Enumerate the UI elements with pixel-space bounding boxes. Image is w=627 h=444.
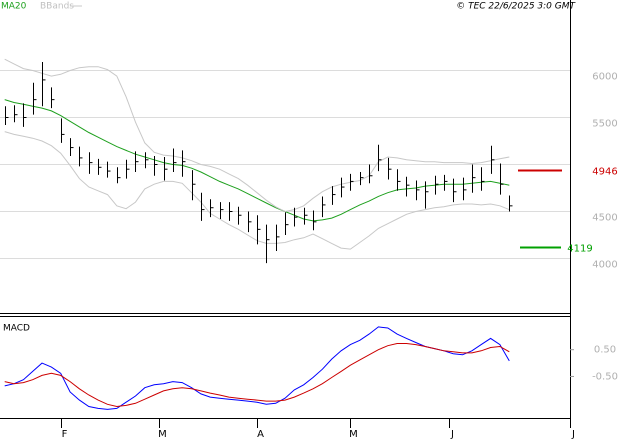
x-tick-label: M [349,429,358,440]
credit: © TEC 22/6/2025 3:0 GMT [456,2,576,12]
y-tick-label: 6000 [592,71,617,82]
y-tick-label: 5500 [592,118,617,129]
level-label-bg [588,164,624,177]
x-tick-label: A [257,429,264,440]
x-tick-label: F [62,429,68,440]
panel-title: MACD [3,324,30,334]
x-tick-label: M [158,429,167,440]
macd-line [4,343,510,408]
x-tick-label: J [571,429,575,440]
level-label: 4119 [567,244,592,255]
y-tick-label: 4000 [592,259,617,270]
band-upper [4,58,510,213]
y-tick-label: 4500 [592,212,617,223]
y-tick-label: 0.50 [594,345,616,356]
y-tick-label: -0.50 [592,371,618,382]
x-tick-label: J [450,429,454,440]
legend-ma20: MA20 [1,2,27,12]
level-label: 4946 [592,167,617,178]
legend-bbands: BBands [40,2,74,12]
